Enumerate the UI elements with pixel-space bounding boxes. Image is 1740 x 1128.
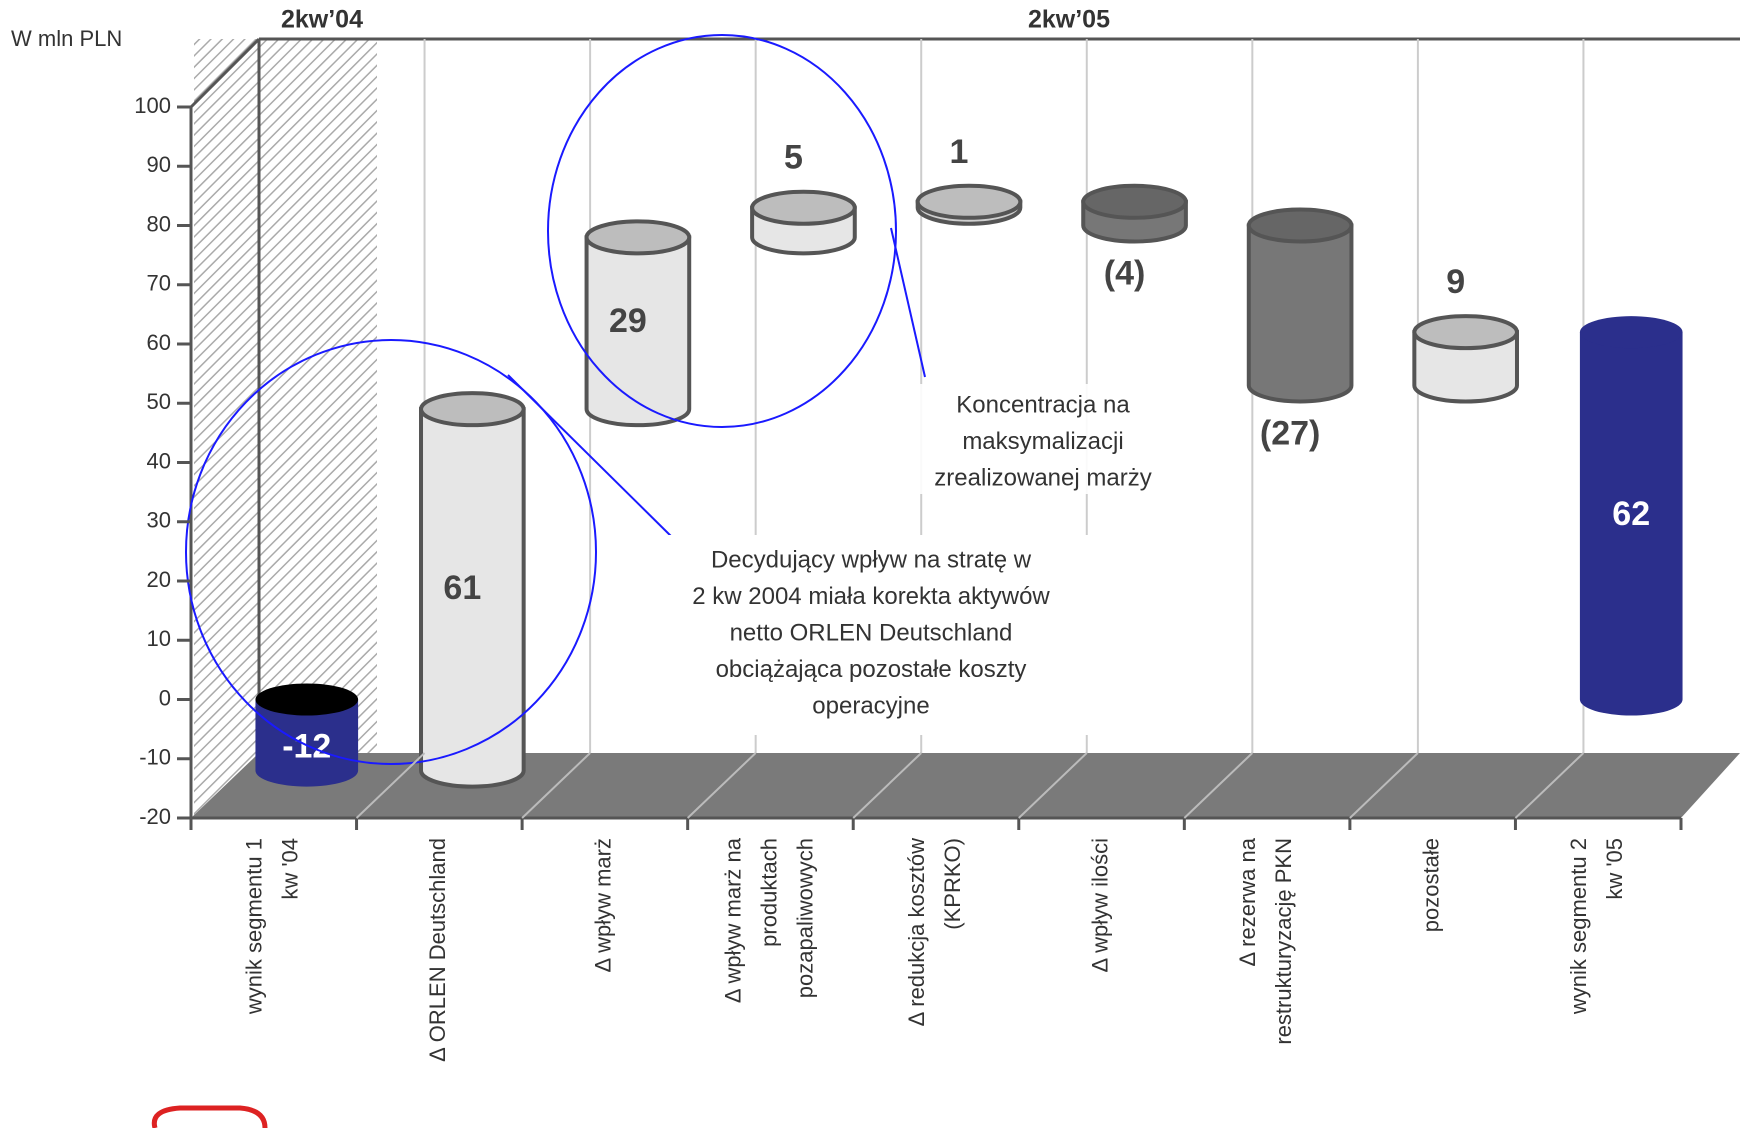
y-tick-label: 100 xyxy=(134,93,171,118)
y-tick-label: 50 xyxy=(147,389,171,414)
floor-divider xyxy=(1018,752,1088,819)
bar-top xyxy=(1412,314,1519,351)
bar-top xyxy=(419,391,526,428)
bar-top xyxy=(1246,207,1354,244)
x-tick-label: Δ redukcja kosztów xyxy=(904,838,929,1026)
bar-body xyxy=(1412,330,1519,404)
bar-top xyxy=(255,683,359,716)
value-label: 5 xyxy=(784,139,803,177)
x-tick-label: Δ rezerwa na xyxy=(1235,837,1260,966)
red-shape xyxy=(151,1105,268,1128)
annotation: maksymalizacji xyxy=(962,428,1123,455)
y-tick-label: 0 xyxy=(159,685,171,710)
floor-divider xyxy=(1514,752,1585,819)
bar xyxy=(255,683,359,787)
y-tick-label: 90 xyxy=(147,152,171,177)
x-tick-label: wynik segmentu 1 xyxy=(242,838,267,1015)
value-label: 9 xyxy=(1446,263,1465,301)
y-tick-label: 10 xyxy=(147,626,171,651)
x-tick-label: Δ ORLEN Deutschland xyxy=(425,838,450,1062)
floor-divider xyxy=(355,752,426,819)
value-label: 1 xyxy=(950,133,969,171)
y-tick-label: 60 xyxy=(147,330,171,355)
annotation-box xyxy=(920,384,1170,494)
x-tick-label: Δ wpływ ilości xyxy=(1087,838,1112,973)
x-tick-label: pozapaliwowych xyxy=(792,838,817,998)
bar-body xyxy=(1579,332,1683,716)
bar-body xyxy=(584,235,692,428)
bar-body xyxy=(419,407,526,789)
value-label: (27) xyxy=(1260,414,1320,452)
x-tick-label: kw '05 xyxy=(1602,838,1627,900)
floor-divider xyxy=(521,752,591,819)
x-tick-label: pozostałe xyxy=(1418,838,1443,932)
connector xyxy=(890,227,926,378)
value-label: -12 xyxy=(282,728,331,766)
annotation: obciążająca pozostałe koszty xyxy=(716,656,1027,683)
bar-top xyxy=(1579,316,1683,349)
y-axis-label: W mln PLN xyxy=(11,26,122,51)
y-tick-label: 20 xyxy=(147,567,171,592)
bar xyxy=(1081,183,1188,244)
y-tick-label: 80 xyxy=(147,211,171,236)
y-tick-label: -20 xyxy=(139,804,171,829)
annotation: operacyjne xyxy=(812,692,929,719)
bar-top xyxy=(750,189,857,226)
y-tick-label: 70 xyxy=(147,271,171,296)
bar-top xyxy=(584,219,692,256)
wall-slant xyxy=(189,37,261,109)
y-tick-label: -10 xyxy=(139,745,171,770)
floor-divider xyxy=(852,752,922,819)
y-tick-label: 40 xyxy=(147,448,171,473)
bar xyxy=(750,189,857,256)
highlight-circle xyxy=(547,34,897,428)
value-label: 29 xyxy=(609,302,647,340)
bar-body xyxy=(255,699,359,787)
x-tick-label: Δ wpływ marż na xyxy=(720,837,745,1003)
value-label: 62 xyxy=(1612,495,1650,533)
annotation: Decydujący wpływ na stratę w xyxy=(711,546,1032,573)
connector xyxy=(507,374,680,545)
floor xyxy=(191,753,1740,818)
floor-divider xyxy=(1349,752,1419,819)
floor-divider xyxy=(686,752,757,819)
value-label: 61 xyxy=(443,569,481,607)
bar xyxy=(1579,316,1683,716)
bar xyxy=(915,183,1023,226)
bar-top xyxy=(1081,183,1188,220)
bar xyxy=(584,219,692,428)
bar-top xyxy=(915,183,1023,220)
x-tick-label: Δ wpływ marż xyxy=(591,838,616,973)
period-label: 2kw’04 xyxy=(281,6,363,34)
highlight-circle xyxy=(185,339,597,765)
x-tick-label: produktach xyxy=(756,838,781,947)
bar xyxy=(1412,314,1519,404)
annotation: Koncentracja na xyxy=(956,391,1130,418)
annotation: netto ORLEN Deutschland xyxy=(730,619,1013,646)
x-tick-label: kw '04 xyxy=(278,838,303,900)
value-label: (4) xyxy=(1104,254,1146,292)
floor-divider xyxy=(1183,752,1254,819)
bar-body xyxy=(1246,223,1354,404)
y-tick-label: 30 xyxy=(147,508,171,533)
period-label: 2kw’05 xyxy=(1028,6,1110,34)
bar xyxy=(1246,207,1354,404)
x-tick-label: restrukturyzację PKN xyxy=(1271,838,1296,1045)
annotation-box xyxy=(600,535,1145,735)
x-tick-label: wynik segmentu 2 xyxy=(1566,838,1591,1015)
bar xyxy=(419,391,526,789)
x-tick-label: (KPRKO) xyxy=(940,838,965,930)
annotation: zrealizowanej marży xyxy=(934,464,1151,491)
annotation: 2 kw 2004 miała korekta aktywów xyxy=(692,583,1050,610)
